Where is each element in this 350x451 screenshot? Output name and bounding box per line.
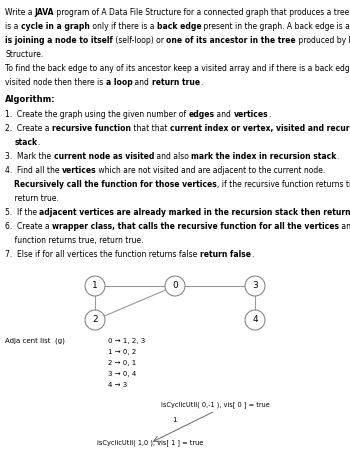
Text: produced by Data File: produced by Data File xyxy=(296,36,350,45)
Text: which are not visited and are adjacent to the current node.: which are not visited and are adjacent t… xyxy=(97,166,326,175)
Text: function returns true, return true.: function returns true, return true. xyxy=(5,236,144,245)
Text: 1.  Create the graph using the given number of: 1. Create the graph using the given numb… xyxy=(5,110,189,119)
Text: cycle in a graph: cycle in a graph xyxy=(21,22,90,31)
Text: .: . xyxy=(251,250,253,259)
Text: 7.  Else if for all vertices the function returns false: 7. Else if for all vertices the function… xyxy=(5,250,199,259)
Text: one of its ancestor in the tree: one of its ancestor in the tree xyxy=(166,36,296,45)
Text: and: and xyxy=(215,110,234,119)
Text: only if there is a: only if there is a xyxy=(90,22,156,31)
Text: and if any: and if any xyxy=(339,222,350,231)
Text: that that: that that xyxy=(131,124,170,133)
Text: Write a: Write a xyxy=(5,8,35,17)
Text: return true.: return true. xyxy=(5,194,59,203)
Text: Structure.: Structure. xyxy=(5,50,43,59)
Text: isCyclicUtil( 0,-1 ), vis[ 0 ] = true: isCyclicUtil( 0,-1 ), vis[ 0 ] = true xyxy=(161,401,270,408)
Text: 2: 2 xyxy=(92,316,98,325)
Text: 1: 1 xyxy=(92,281,98,290)
Text: 3.  Mark the: 3. Mark the xyxy=(5,152,54,161)
Text: stack: stack xyxy=(14,138,38,147)
Text: and also: and also xyxy=(154,152,191,161)
Text: 2.  Create a: 2. Create a xyxy=(5,124,52,133)
Text: a loop: a loop xyxy=(106,78,132,87)
Circle shape xyxy=(85,310,105,330)
Text: 5.  If the: 5. If the xyxy=(5,208,39,217)
Text: 0: 0 xyxy=(172,281,178,290)
Text: return true: return true xyxy=(152,78,200,87)
Text: edges: edges xyxy=(189,110,215,119)
Text: Algorithm:: Algorithm: xyxy=(5,95,56,104)
Text: 1: 1 xyxy=(172,417,177,423)
Text: Recursively call the function for those vertices: Recursively call the function for those … xyxy=(14,180,217,189)
Text: program of A Data File Structure for a connected graph that produces a tree. The: program of A Data File Structure for a c… xyxy=(54,8,350,17)
Text: , if the recursive function returns true: , if the recursive function returns true xyxy=(217,180,350,189)
Text: 2 → 0, 1: 2 → 0, 1 xyxy=(108,360,136,366)
Text: 4: 4 xyxy=(252,316,258,325)
Text: visited node then there is: visited node then there is xyxy=(5,78,106,87)
Text: vertices: vertices xyxy=(234,110,268,119)
Text: .: . xyxy=(200,78,202,87)
Text: isCyclicUtil( 1,0 ), vis[ 1 ] = true: isCyclicUtil( 1,0 ), vis[ 1 ] = true xyxy=(97,439,203,446)
Text: .: . xyxy=(268,110,271,119)
Text: is a: is a xyxy=(5,22,21,31)
Text: and: and xyxy=(132,78,152,87)
Text: 6.  Create a: 6. Create a xyxy=(5,222,52,231)
Text: 0 → 1, 2, 3: 0 → 1, 2, 3 xyxy=(108,338,145,344)
Text: 3: 3 xyxy=(252,281,258,290)
Circle shape xyxy=(165,276,185,296)
Circle shape xyxy=(85,276,105,296)
Text: 4 → 3: 4 → 3 xyxy=(108,382,127,388)
Text: is joining a node to itself: is joining a node to itself xyxy=(5,36,113,45)
Text: present in the graph. A back edge is an: present in the graph. A back edge is an xyxy=(201,22,350,31)
Text: current node as visited: current node as visited xyxy=(54,152,154,161)
Text: mark the index in recursion stack: mark the index in recursion stack xyxy=(191,152,336,161)
Text: current index or vertex, visited and recursion: current index or vertex, visited and rec… xyxy=(170,124,350,133)
Text: wrapper class, that calls the recursive function for all the vertices: wrapper class, that calls the recursive … xyxy=(52,222,339,231)
Circle shape xyxy=(245,310,265,330)
Text: (self-loop) or: (self-loop) or xyxy=(113,36,166,45)
Text: vertices: vertices xyxy=(62,166,97,175)
Text: .: . xyxy=(336,152,339,161)
Circle shape xyxy=(245,276,265,296)
Text: Adja cent list  (g): Adja cent list (g) xyxy=(5,338,65,345)
Text: return false: return false xyxy=(199,250,251,259)
Text: .: . xyxy=(38,138,40,147)
Text: 3 → 0, 4: 3 → 0, 4 xyxy=(108,371,136,377)
Text: 1 → 0, 2: 1 → 0, 2 xyxy=(108,349,136,355)
Text: recursive function: recursive function xyxy=(52,124,131,133)
Text: To find the back edge to any of its ancestor keep a visited array and if there i: To find the back edge to any of its ance… xyxy=(5,64,350,73)
Text: 4.  Find all the: 4. Find all the xyxy=(5,166,62,175)
Text: JAVA: JAVA xyxy=(35,8,54,17)
Text: back edge: back edge xyxy=(156,22,201,31)
Text: adjacent vertices are already marked in the recursion stack then return true: adjacent vertices are already marked in … xyxy=(39,208,350,217)
